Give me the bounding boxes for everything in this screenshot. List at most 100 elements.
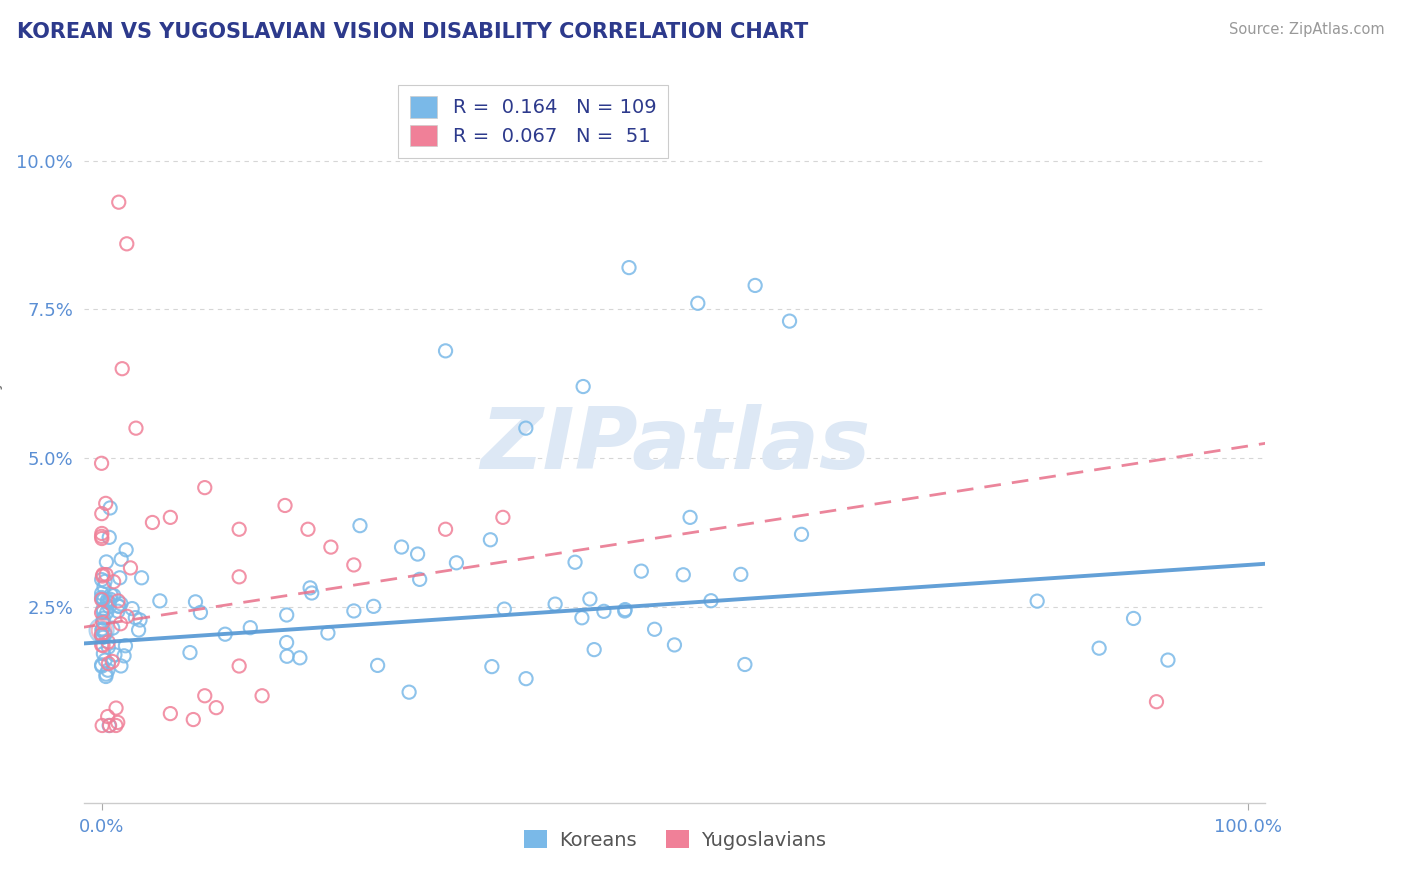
Point [96, 595, 118, 609]
Point [93, 580, 115, 594]
Point [779, 314, 801, 328]
Point [90, 456, 112, 470]
Point [91, 623, 114, 637]
Point [91, 639, 114, 653]
Point [149, 594, 172, 608]
Point [91, 718, 114, 732]
Point [120, 561, 142, 575]
Point [90, 657, 112, 672]
Point [790, 527, 813, 541]
Point [617, 260, 640, 275]
Point [94, 626, 117, 640]
Point [686, 296, 709, 310]
Point [288, 650, 311, 665]
Point [90, 507, 112, 521]
Point [159, 510, 181, 524]
Point [107, 195, 129, 210]
Point [91, 630, 114, 644]
Point [97, 596, 120, 610]
Point [98, 592, 121, 607]
Point [214, 627, 236, 641]
Point [97, 635, 120, 649]
Point [90, 628, 112, 642]
Point [94, 574, 117, 589]
Point [228, 659, 250, 673]
Point [90, 586, 112, 600]
Point [184, 595, 207, 609]
Point [103, 574, 125, 589]
Point [100, 588, 122, 602]
Point [98, 718, 121, 732]
Point [90, 529, 112, 543]
Point [107, 715, 129, 730]
Point [276, 607, 298, 622]
Point [128, 623, 150, 637]
Point [97, 640, 120, 654]
Point [250, 689, 273, 703]
Point [94, 496, 117, 510]
Point [1157, 653, 1180, 667]
Point [91, 623, 114, 637]
Point [613, 604, 636, 618]
Point [91, 567, 114, 582]
Point [98, 599, 121, 614]
Point [101, 655, 124, 669]
Point [159, 706, 181, 721]
Point [630, 564, 652, 578]
Point [96, 593, 118, 607]
Point [181, 713, 204, 727]
Point [319, 540, 342, 554]
Point [730, 567, 752, 582]
Point [90, 591, 112, 605]
Point [301, 586, 323, 600]
Point [205, 700, 228, 714]
Point [90, 532, 112, 546]
Point [105, 701, 128, 715]
Point [96, 606, 118, 620]
Point [194, 689, 217, 703]
Point [672, 567, 695, 582]
Point [104, 648, 127, 662]
Text: Source: ZipAtlas.com: Source: ZipAtlas.com [1229, 22, 1385, 37]
Point [398, 685, 420, 699]
Point [94, 567, 117, 582]
Point [274, 499, 297, 513]
Point [90, 624, 112, 638]
Point [90, 526, 112, 541]
Point [107, 594, 129, 608]
Point [110, 659, 132, 673]
Point [479, 533, 502, 547]
Point [90, 592, 112, 607]
Point [110, 616, 132, 631]
Point [194, 481, 217, 495]
Point [494, 602, 516, 616]
Point [96, 555, 118, 569]
Point [108, 599, 131, 614]
Point [91, 614, 114, 628]
Point [141, 516, 163, 530]
Point [91, 615, 114, 630]
Point [98, 530, 121, 544]
Point [114, 639, 136, 653]
Y-axis label: Vision Disability: Vision Disability [0, 380, 3, 512]
Point [515, 672, 537, 686]
Point [579, 592, 602, 607]
Point [744, 278, 766, 293]
Point [434, 343, 457, 358]
Point [90, 627, 112, 641]
Point [614, 602, 637, 616]
Point [125, 421, 148, 435]
Point [700, 593, 723, 607]
Point [90, 659, 112, 673]
Point [115, 542, 138, 557]
Point [190, 606, 212, 620]
Point [343, 558, 366, 572]
Point [363, 599, 385, 614]
Point [101, 621, 124, 635]
Point [406, 547, 429, 561]
Point [481, 659, 503, 673]
Point [299, 581, 322, 595]
Point [343, 604, 366, 618]
Point [564, 555, 586, 569]
Point [228, 522, 250, 536]
